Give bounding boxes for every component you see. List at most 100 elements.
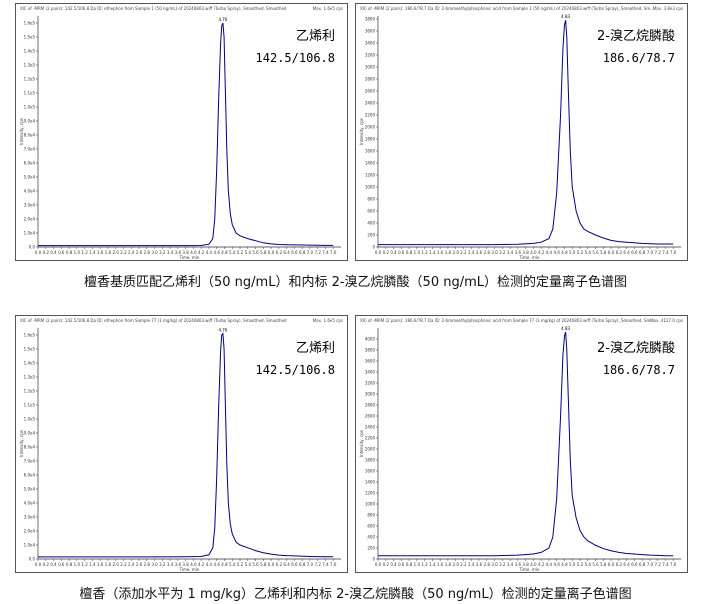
y-tick-label: 600 bbox=[367, 208, 375, 213]
x-tick-label: 3.6 bbox=[515, 250, 522, 255]
y-tick-label: 1.6e5 bbox=[24, 20, 36, 25]
x-tick-label: 3.0 bbox=[151, 250, 158, 255]
x-axis-label: Time, min bbox=[519, 255, 540, 260]
x-tick-label: 6.0 bbox=[268, 250, 275, 255]
y-tick-label: 4000 bbox=[365, 336, 376, 341]
x-tick-label: 7.2 bbox=[655, 250, 662, 255]
x-tick-label: 1.0 bbox=[414, 562, 421, 567]
x-tick-label: 2.4 bbox=[468, 250, 475, 255]
y-tick-label: 5.0e4 bbox=[24, 486, 36, 491]
x-tick-label: 5.2 bbox=[577, 562, 584, 567]
x-tick-label: 2.0 bbox=[113, 562, 120, 567]
panel-header-max: Max. 3.8e3 cps bbox=[653, 6, 683, 11]
x-tick-label: 1.8 bbox=[105, 250, 112, 255]
x-tick-label: 1.2 bbox=[421, 250, 428, 255]
x-tick-label: 7.6 bbox=[670, 250, 677, 255]
x-tick-label: 5.2 bbox=[237, 250, 244, 255]
x-tick-label: 5.0 bbox=[569, 562, 576, 567]
y-tick-label: 7.0e4 bbox=[24, 146, 36, 151]
x-tick-label: 0.8 bbox=[66, 250, 73, 255]
x-tick-label: 0.4 bbox=[390, 562, 397, 567]
y-tick-label: 2400 bbox=[365, 424, 376, 429]
x-tick-label: 5.4 bbox=[245, 562, 252, 567]
x-tick-label: 2.8 bbox=[144, 562, 151, 567]
y-tick-label: 1600 bbox=[365, 468, 376, 473]
x-tick-label: 3.0 bbox=[151, 562, 158, 567]
y-tick-label: 2200 bbox=[365, 112, 376, 117]
y-tick-label: 1400 bbox=[365, 479, 376, 484]
y-tick-label: 2400 bbox=[365, 100, 376, 105]
x-tick-label: 5.4 bbox=[245, 250, 252, 255]
x-tick-label: 1.4 bbox=[89, 562, 96, 567]
chromatogram-series-line bbox=[38, 332, 334, 558]
x-tick-label: 1.6 bbox=[97, 562, 104, 567]
x-tick-label: 3.6 bbox=[175, 562, 182, 567]
chromatogram-panel-1: XIC of -MRM (2 pairs): 142.5/106.8 Da ID… bbox=[15, 3, 348, 261]
x-tick-label: 5.8 bbox=[260, 250, 267, 255]
x-tick-label: 7.2 bbox=[655, 562, 662, 567]
x-tick-label: 0.2 bbox=[383, 562, 390, 567]
y-tick-label: 1.0e4 bbox=[24, 230, 36, 235]
x-tick-label: 1.6 bbox=[97, 250, 104, 255]
x-tick-label: 6.2 bbox=[276, 250, 283, 255]
y-tick-label: 3.0e4 bbox=[24, 514, 36, 519]
x-tick-label: 5.2 bbox=[237, 562, 244, 567]
y-tick-label: 3400 bbox=[365, 40, 376, 45]
compound-name: 乙烯利 bbox=[296, 29, 335, 44]
x-tick-label: 0.6 bbox=[398, 250, 405, 255]
x-tick-label: 0.4 bbox=[50, 562, 57, 567]
x-tick-label: 3.8 bbox=[522, 562, 529, 567]
panel-header-max: Max. 1.6e5 cps bbox=[313, 318, 343, 323]
x-tick-label: 4.4 bbox=[206, 562, 213, 567]
y-tick-label: 2600 bbox=[365, 413, 376, 418]
y-tick-label: 1800 bbox=[365, 457, 376, 462]
x-tick-label: 6.2 bbox=[276, 562, 283, 567]
x-tick-label: 5.6 bbox=[252, 250, 259, 255]
y-tick-label: 8.0e4 bbox=[24, 132, 36, 137]
x-tick-label: 7.0 bbox=[307, 250, 314, 255]
x-tick-label: 6.6 bbox=[631, 250, 638, 255]
y-tick-label: 0 bbox=[372, 556, 375, 561]
chromatogram-series-line bbox=[378, 20, 674, 246]
y-tick-label: 0.0 bbox=[29, 244, 36, 249]
y-tick-label: 8.0e4 bbox=[24, 444, 36, 449]
y-tick-label: 1.4e5 bbox=[24, 48, 36, 53]
y-tick-label: 600 bbox=[367, 523, 375, 528]
y-tick-label: 200 bbox=[367, 232, 375, 237]
x-tick-label: 3.2 bbox=[159, 250, 166, 255]
y-tick-label: 9.0e4 bbox=[24, 118, 36, 123]
x-tick-label: 4.6 bbox=[214, 562, 221, 567]
x-tick-label: 2.0 bbox=[453, 250, 460, 255]
x-tick-label: 1.0 bbox=[74, 250, 81, 255]
x-tick-label: 4.8 bbox=[561, 250, 568, 255]
x-tick-label: 0.0 bbox=[35, 562, 42, 567]
y-tick-label: 0.0 bbox=[29, 556, 36, 561]
x-tick-label: 7.0 bbox=[647, 562, 654, 567]
y-tick-label: 1.2e5 bbox=[24, 388, 36, 393]
peak-retention-label: 4.76 bbox=[218, 17, 227, 22]
x-tick-label: 3.6 bbox=[175, 250, 182, 255]
x-tick-label: 7.4 bbox=[662, 562, 669, 567]
x-tick-label: 6.4 bbox=[623, 562, 630, 567]
x-tick-label: 0.2 bbox=[43, 562, 50, 567]
x-tick-label: 2.2 bbox=[460, 250, 467, 255]
y-tick-label: 1.3e5 bbox=[24, 374, 36, 379]
x-tick-label: 2.4 bbox=[468, 562, 475, 567]
mrm-transition: 186.6/78.7 bbox=[603, 51, 675, 65]
x-tick-label: 0.6 bbox=[58, 562, 65, 567]
x-tick-label: 3.8 bbox=[522, 250, 529, 255]
panel-header-max: Max. 1.6e5 cps bbox=[313, 6, 343, 11]
chromatogram-series-line bbox=[38, 22, 334, 247]
x-tick-label: 4.2 bbox=[198, 250, 205, 255]
y-tick-label: 2600 bbox=[365, 88, 376, 93]
y-axis-label: Intensity, cps bbox=[359, 430, 364, 457]
y-tick-label: 6.0e4 bbox=[24, 160, 36, 165]
y-tick-label: 2000 bbox=[365, 446, 376, 451]
y-tick-label: 1400 bbox=[365, 160, 376, 165]
chromatogram-panel-2: XIC of -MRM (2 pairs): 186.6/78.7 Da ID:… bbox=[355, 3, 688, 261]
chromatogram-chart-4: XIC of -MRM (2 pairs): 186.6/78.7 Da ID:… bbox=[359, 318, 683, 572]
x-tick-label: 3.6 bbox=[515, 562, 522, 567]
x-tick-label: 3.4 bbox=[167, 562, 174, 567]
x-tick-label: 0.4 bbox=[50, 250, 57, 255]
y-tick-label: 1.4e5 bbox=[24, 360, 36, 365]
